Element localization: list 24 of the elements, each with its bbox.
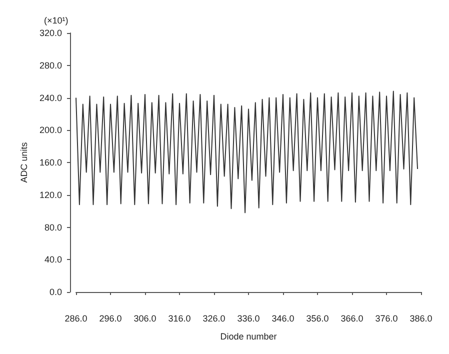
x-tick-label: 376.0	[375, 314, 398, 324]
x-tick-label: 306.0	[134, 314, 156, 324]
y-tick-label: 0.0	[49, 287, 62, 297]
y-tick-label: 160.0	[39, 158, 62, 168]
y-tick-label: 240.0	[39, 92, 62, 103]
x-tick-label: 296.0	[99, 314, 122, 324]
y-tick-label: 280.0	[39, 60, 62, 70]
line-series	[76, 90, 418, 214]
x-axis-title: Diode number	[220, 332, 277, 342]
y-tick-label: 40.0	[44, 254, 62, 265]
x-tick-label: 286.0	[64, 314, 88, 324]
y-tick-label: 200.0	[39, 125, 62, 136]
x-tick-label: 316.0	[168, 314, 191, 324]
x-tick-label: 336.0	[237, 314, 260, 324]
x-tick-label: 386.0	[410, 314, 432, 324]
x-tick-label: 356.0	[306, 314, 329, 324]
y-axis-title: ADC units	[19, 142, 30, 183]
y-tick-label: 80.0	[44, 222, 62, 232]
text: (×10¹)	[44, 16, 68, 26]
y-tick-label: 320.0	[39, 28, 62, 38]
x-tick-label: 346.0	[272, 314, 294, 324]
x-tick-label: 366.0	[340, 314, 364, 324]
x-tick-label: 326.0	[202, 314, 226, 324]
y-tick-label: 120.0	[39, 190, 62, 200]
